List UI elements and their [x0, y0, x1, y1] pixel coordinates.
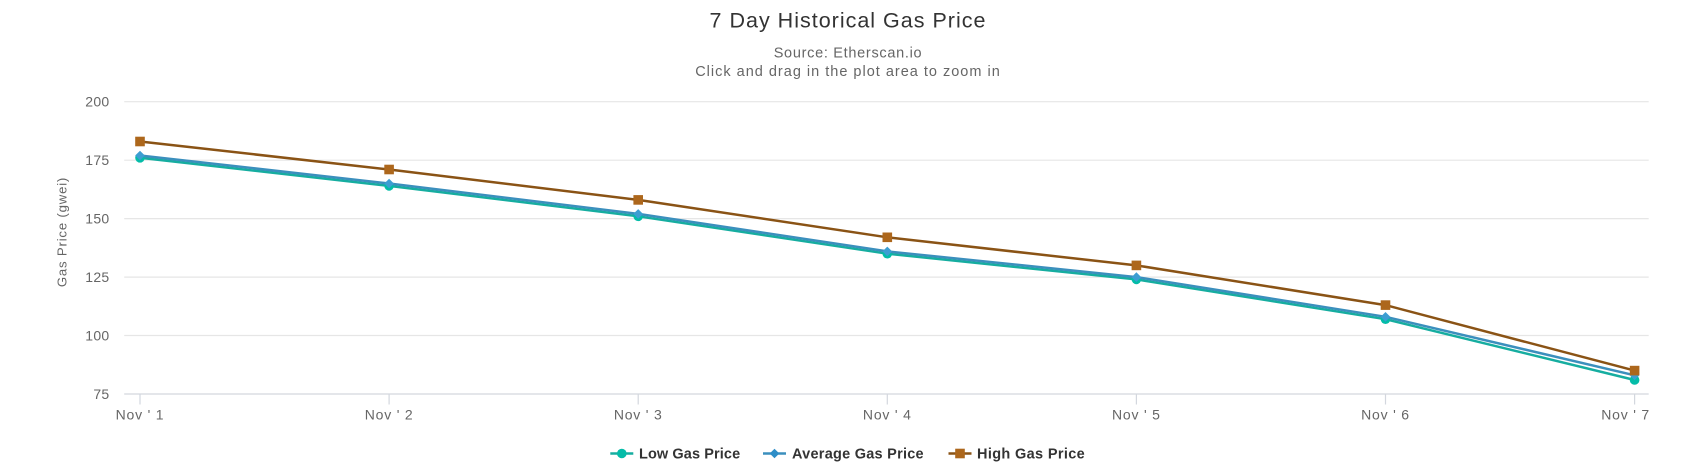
svg-text:Low Gas Price: Low Gas Price [639, 447, 740, 463]
svg-text:Nov ' 6: Nov ' 6 [1361, 407, 1410, 423]
svg-text:Nov ' 7: Nov ' 7 [1601, 407, 1650, 423]
svg-text:Nov ' 2: Nov ' 2 [365, 407, 414, 423]
svg-text:125: 125 [85, 269, 109, 285]
svg-text:200: 200 [85, 94, 109, 110]
svg-text:Source: Etherscan.io: Source: Etherscan.io [774, 46, 923, 62]
svg-text:Gas Price (gwei): Gas Price (gwei) [55, 177, 70, 287]
svg-text:Nov ' 3: Nov ' 3 [614, 407, 663, 423]
svg-text:Nov ' 5: Nov ' 5 [1112, 407, 1161, 423]
svg-text:Nov ' 4: Nov ' 4 [863, 407, 912, 423]
svg-text:Click and drag in the plot are: Click and drag in the plot area to zoom … [695, 64, 1001, 80]
svg-text:150: 150 [85, 210, 109, 226]
svg-text:High Gas Price: High Gas Price [977, 447, 1085, 463]
svg-text:100: 100 [85, 327, 109, 343]
svg-text:Average Gas Price: Average Gas Price [792, 447, 924, 463]
svg-text:7 Day Historical Gas Price: 7 Day Historical Gas Price [710, 9, 987, 33]
svg-text:175: 175 [85, 152, 109, 168]
svg-text:Nov ' 1: Nov ' 1 [116, 407, 165, 423]
svg-text:75: 75 [93, 386, 109, 402]
